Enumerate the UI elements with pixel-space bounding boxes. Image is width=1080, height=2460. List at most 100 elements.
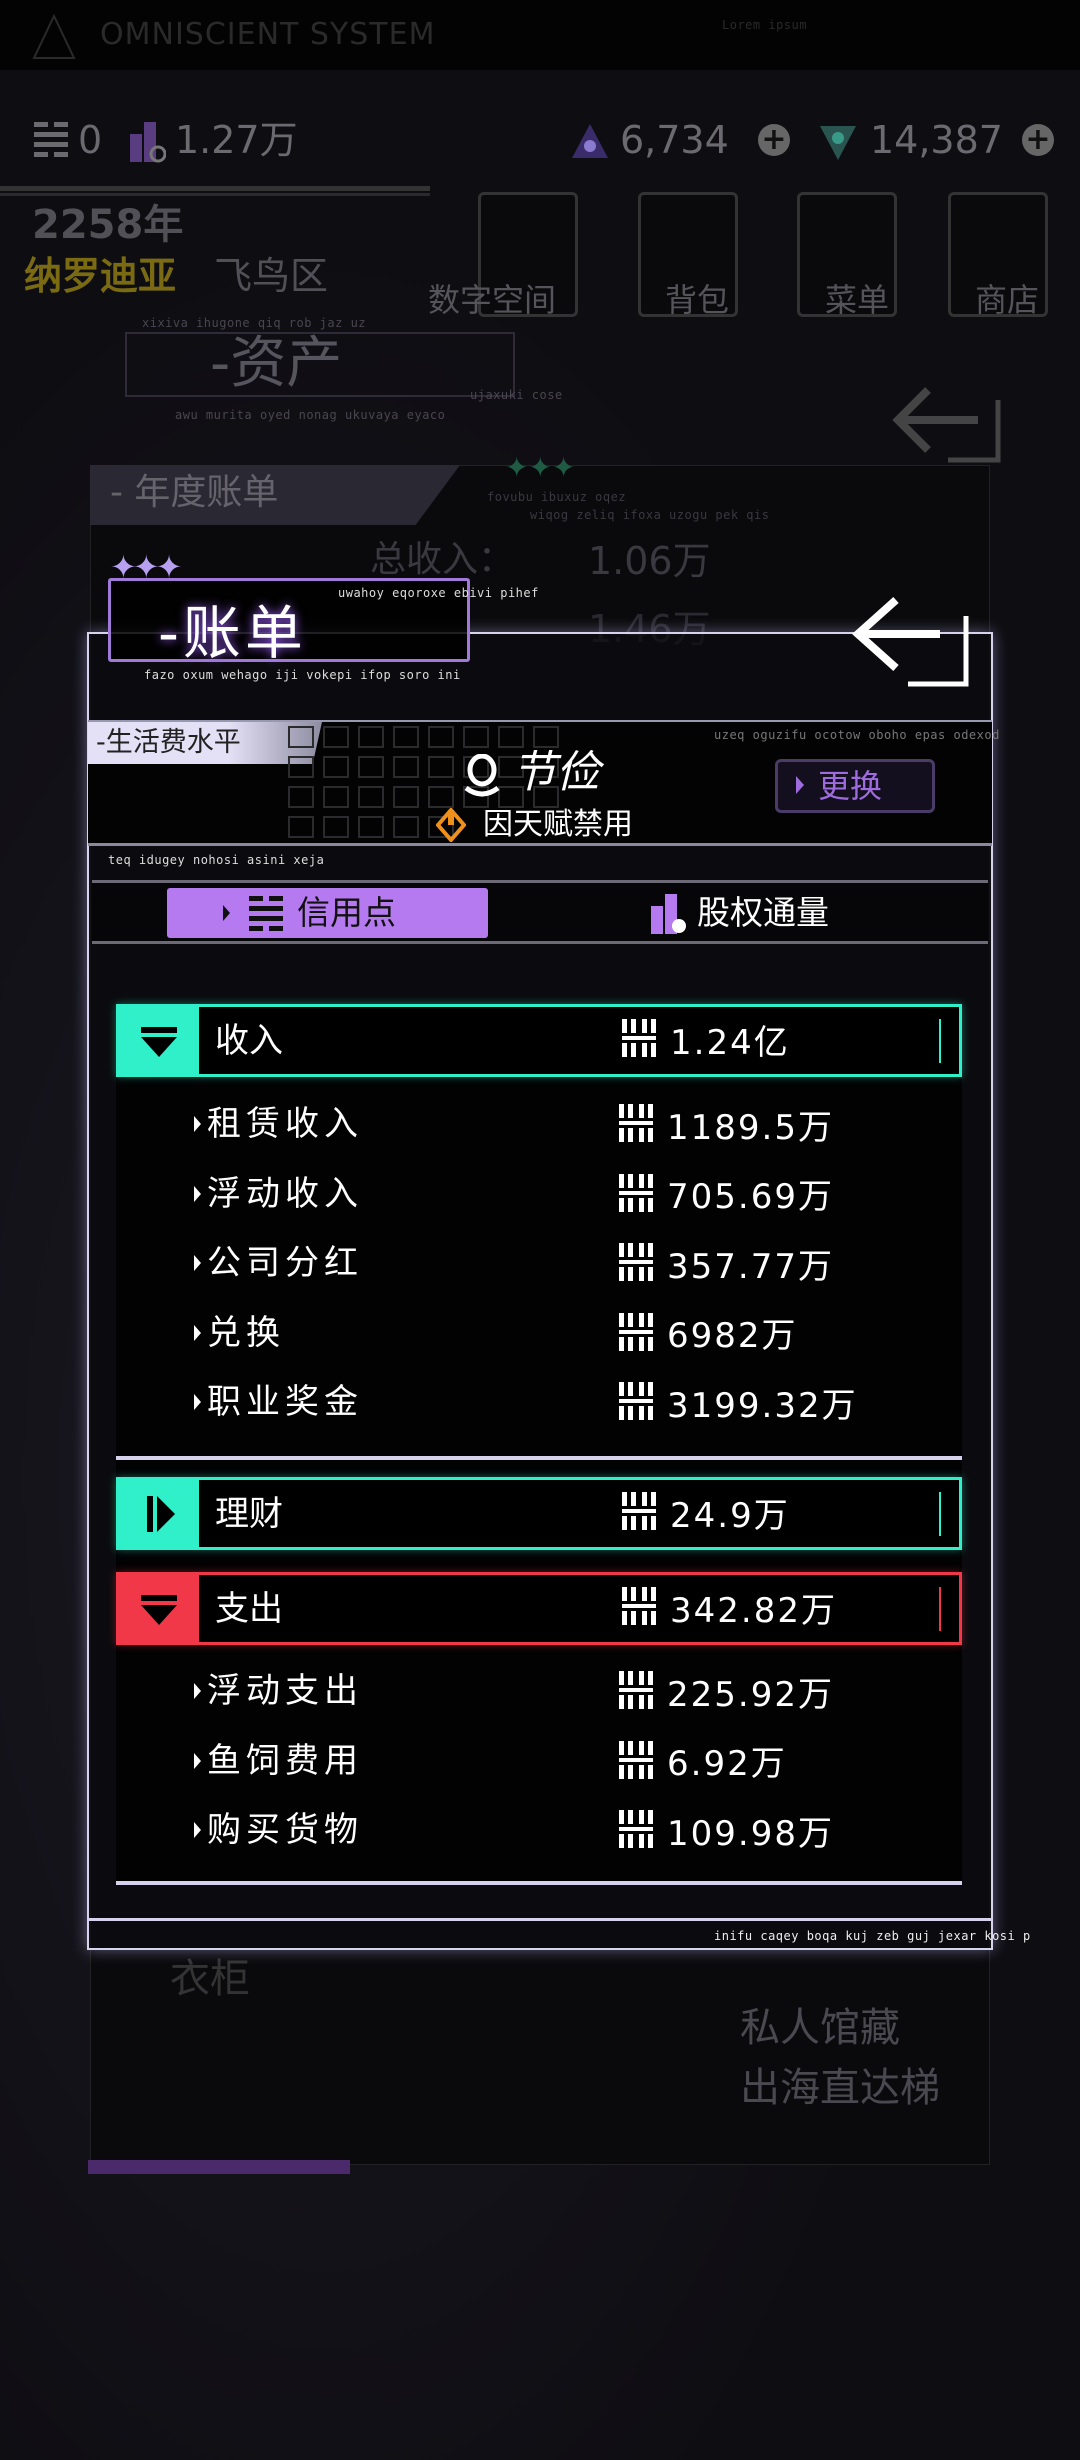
item-value: 705.69万 <box>667 1177 834 1217</box>
grid-square <box>323 786 349 808</box>
item-amount: 6.92万 <box>619 1740 787 1788</box>
nav-label: 菜单 <box>825 281 890 319</box>
expense-header[interactable]: 支出 342.82万 <box>116 1572 962 1645</box>
grid-square <box>498 786 524 808</box>
bullet-icon <box>194 1822 201 1838</box>
finance-total: 24.9万 <box>670 1495 790 1536</box>
bullet-icon <box>194 1683 201 1699</box>
nav-label: 背包 <box>665 281 730 319</box>
status-bar: OMNISCIENT SYSTEM Lorem ipsum <box>0 0 1080 70</box>
living-cost-tag: -生活费水平 <box>88 722 322 764</box>
district-label: 飞鸟区 <box>214 254 329 298</box>
grid-square <box>358 756 384 778</box>
finance-header[interactable]: 理财 24.9万 <box>116 1477 962 1550</box>
caption: awu murita oyed nonag ukuvaya eyaco <box>175 408 446 422</box>
list-item[interactable]: 购买货物 <box>194 1810 363 1850</box>
caption: ujaxuki cose <box>470 388 563 402</box>
annual-title: - 年度账单 <box>110 472 279 513</box>
accent-bar <box>939 1492 941 1536</box>
item-label: 购买货物 <box>207 1810 363 1850</box>
grid-square <box>323 756 349 778</box>
income-label: 收入 <box>215 1021 283 1061</box>
income-total: 1.24亿 <box>670 1022 790 1063</box>
list-item[interactable]: 职业奖金 <box>194 1382 363 1422</box>
warning-icon <box>436 808 466 842</box>
credit-icon <box>619 1810 653 1857</box>
add-gem-b-button[interactable]: + <box>1022 124 1054 156</box>
play-icon <box>796 776 804 794</box>
background-text: 私人馆藏 <box>740 2005 900 2051</box>
grid-square <box>323 726 349 748</box>
credit-icon <box>619 1173 653 1221</box>
item-value: 6.92万 <box>667 1744 787 1784</box>
credit-icon <box>619 1382 653 1429</box>
divider <box>0 186 430 196</box>
progress-strip <box>88 2160 350 2174</box>
swap-button[interactable]: 更换 <box>775 759 935 813</box>
swap-label: 更换 <box>818 767 883 805</box>
list-item[interactable]: 公司分红 <box>194 1243 363 1283</box>
collapse-icon <box>119 1575 199 1642</box>
item-amount: 109.98万 <box>619 1810 834 1857</box>
gem-b-amount: 14,387 <box>870 118 1003 162</box>
divider <box>116 1456 962 1460</box>
annual-tab <box>90 465 460 525</box>
grid-square <box>428 786 454 808</box>
total-income-label: 总收入： <box>370 539 515 580</box>
equity-icon <box>651 894 686 934</box>
grid-square <box>498 756 524 778</box>
tab-credit[interactable]: 信用点 <box>167 888 488 938</box>
item-label: 浮动收入 <box>207 1173 363 1214</box>
grid-square <box>393 756 419 778</box>
nav-digital-space[interactable] <box>478 192 578 317</box>
add-gem-a-button[interactable]: + <box>758 124 790 156</box>
credit-icon <box>619 1104 653 1151</box>
gem-b-icon <box>820 126 856 160</box>
total-income-value: 1.06万 <box>588 539 711 583</box>
credit-icon <box>622 1587 656 1634</box>
grid-square <box>533 786 559 808</box>
caption: teq idugey nohosi asini xeja <box>108 853 325 867</box>
nav-label: 商店 <box>975 281 1040 319</box>
caption: fovubu ibuxuz oqez <box>487 490 627 504</box>
item-amount: 225.92万 <box>619 1671 834 1718</box>
nav-shop[interactable] <box>948 192 1048 317</box>
play-icon <box>223 905 230 921</box>
grid-square <box>288 726 314 748</box>
accent-bar <box>939 1019 941 1063</box>
status-text: Lorem ipsum <box>722 18 807 32</box>
list-item[interactable]: 兑换 <box>194 1313 285 1353</box>
grid-square <box>393 816 419 838</box>
frugal-icon <box>464 754 500 797</box>
grid-square <box>428 816 454 838</box>
bullet-icon <box>194 1324 201 1341</box>
item-amount: 1189.5万 <box>619 1104 834 1151</box>
grid-square <box>498 726 524 748</box>
credit-icon <box>249 896 283 931</box>
caption: fazo oxum wehago iji vokepi ifop soro in… <box>144 668 461 682</box>
stars-icon: ✦✦✦ <box>505 451 576 484</box>
caption: inifu caqey boqa kuj zeb guj jexar kosi … <box>714 1929 1031 1943</box>
nav-menu[interactable] <box>797 192 897 317</box>
item-label: 兑换 <box>207 1312 285 1353</box>
logo-icon <box>32 14 76 59</box>
caption: wiqog zeliq ifoxa uzogu pek qis <box>530 508 770 522</box>
gem-a-amount: 6,734 <box>620 118 729 162</box>
app-title: OMNISCIENT SYSTEM <box>100 17 436 52</box>
nav-label: 数字空间 <box>428 281 557 319</box>
nav-backpack[interactable] <box>638 192 738 317</box>
list-item[interactable]: 租赁收入 <box>194 1104 363 1144</box>
assets-box <box>125 332 515 397</box>
living-level: 节俭 <box>512 747 600 798</box>
list-item[interactable]: 浮动支出 <box>194 1671 363 1711</box>
grid-square <box>288 756 314 778</box>
income-header[interactable]: 收入 1.24亿 <box>116 1004 962 1077</box>
list-item[interactable]: 浮动收入 <box>194 1174 363 1214</box>
credit-icon <box>622 1019 656 1066</box>
item-amount: 357.77万 <box>619 1243 834 1290</box>
grid-square <box>428 726 454 748</box>
back-arrow-icon[interactable] <box>848 592 976 692</box>
list-item[interactable]: 鱼饲费用 <box>194 1741 363 1781</box>
credit-icon <box>619 1243 653 1290</box>
item-amount: 3199.32万 <box>619 1382 858 1429</box>
